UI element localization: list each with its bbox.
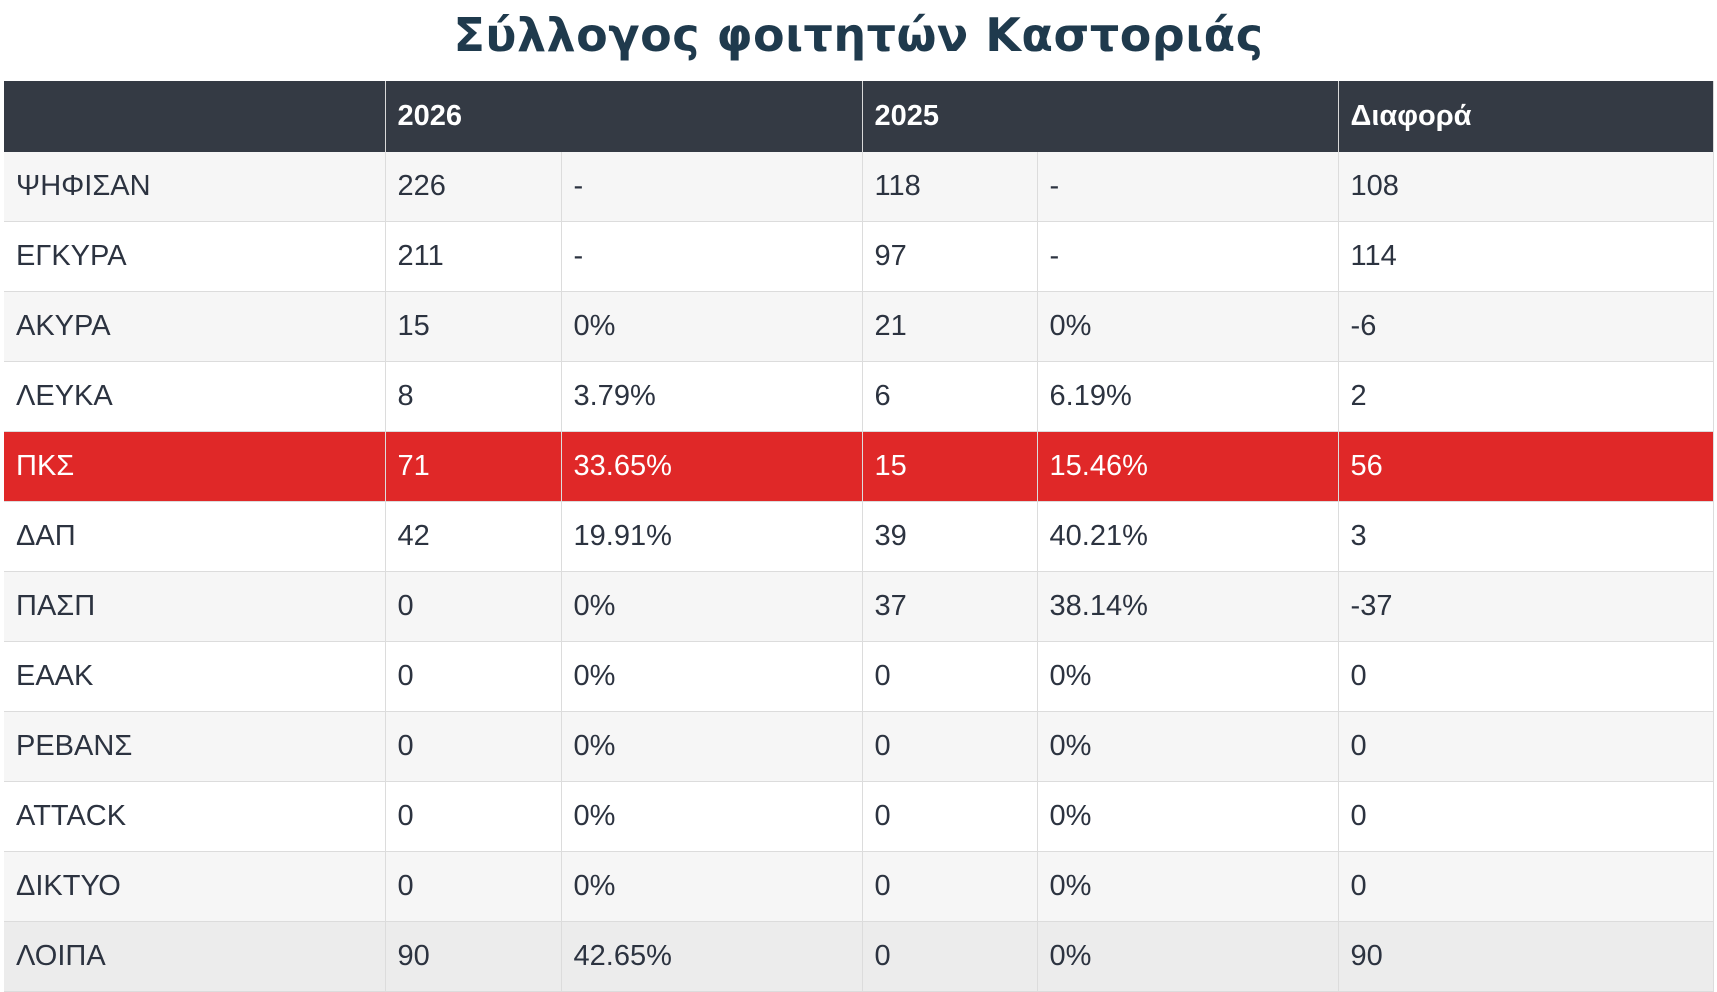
- table-cell: 97: [862, 221, 1038, 292]
- table-cell: -: [561, 152, 863, 222]
- table-cell: 0%: [561, 851, 863, 922]
- row-label: ΡΕΒΑΝΣ: [4, 711, 386, 782]
- table-row: ΕΓΚΥΡΑ 211-97-114: [4, 221, 1714, 292]
- table-cell: 118: [862, 152, 1038, 222]
- table-cell: 21: [862, 291, 1038, 362]
- table-row: ΡΕΒΑΝΣ 0 0% 0 0% 0: [4, 711, 1714, 782]
- table-cell: 0: [862, 711, 1038, 782]
- table-cell: 56: [1338, 431, 1714, 502]
- row-label: ΑΚΥΡΑ: [4, 291, 386, 362]
- table-row: ΔΑΠ 42 19.91% 39 40.21% 3: [4, 501, 1714, 572]
- header-cell: Διαφορά: [1338, 81, 1714, 152]
- row-label: ΛΟΙΠΑ: [4, 921, 386, 992]
- table-cell: 6.19%: [1037, 361, 1339, 432]
- table-cell: 42: [385, 501, 562, 572]
- table-cell: 226: [385, 152, 562, 222]
- table-cell: 0%: [561, 781, 863, 852]
- table-cell: 0%: [561, 711, 863, 782]
- table-cell: 37: [862, 571, 1038, 642]
- table-row: ΠΚΣ 71 33.65% 15 15.46% 56: [4, 431, 1714, 502]
- table-cell: 0: [1338, 711, 1714, 782]
- table-cell: 0: [862, 851, 1038, 922]
- table-cell: 15: [862, 431, 1038, 502]
- table-cell: 0: [862, 781, 1038, 852]
- table-row: ΕΑΑΚ 0 0% 0 0% 0: [4, 641, 1714, 712]
- table-cell: 39: [862, 501, 1038, 572]
- row-label: ΕΑΑΚ: [4, 641, 386, 712]
- table-cell: 0: [385, 781, 562, 852]
- table-cell: 0: [1338, 641, 1714, 712]
- table-cell: 38.14%: [1037, 571, 1339, 642]
- row-label: ΔΑΠ: [4, 501, 386, 572]
- table-cell: 211: [385, 221, 562, 292]
- table-cell: 8: [385, 361, 562, 432]
- table-cell: 71: [385, 431, 562, 502]
- table-cell: 19.91%: [561, 501, 863, 572]
- table-body: ΨΗΦΙΣΑΝ 226-118-108 ΕΓΚΥΡΑ 211-97-114 ΑΚΥΡΑ 1…: [4, 152, 1714, 992]
- row-label: ΠΑΣΠ: [4, 571, 386, 642]
- table-cell: 2: [1338, 361, 1714, 432]
- table-row: ΠΑΣΠ 0 0% 37 38.14% -37: [4, 571, 1714, 642]
- table-row: ΔΙΚΤΥΟ 0 0% 0 0% 0: [4, 851, 1714, 922]
- table-cell: -37: [1338, 571, 1714, 642]
- table-cell: -: [1037, 152, 1339, 222]
- table-row: ΑΚΥΡΑ 15 0% 21 0% -6: [4, 291, 1714, 362]
- table-cell: 3: [1338, 501, 1714, 572]
- table-cell: 0: [385, 641, 562, 712]
- table-cell: 0: [385, 711, 562, 782]
- page-title: Σύλλογος φοιτητών Καστοριάς: [453, 8, 1264, 62]
- table-cell: 0: [385, 851, 562, 922]
- table-cell: 0%: [1037, 641, 1339, 712]
- table-cell: 3.79%: [561, 361, 863, 432]
- table-row: ΛΟΙΠΑ 90 42.65% 0 0% 90: [4, 921, 1714, 992]
- table-cell: 0: [1338, 781, 1714, 852]
- table-cell: -6: [1338, 291, 1714, 362]
- table-cell: 0%: [1037, 921, 1339, 992]
- table-cell: 114: [1338, 221, 1714, 292]
- header-row: 2026 2025 Διαφορά: [4, 81, 1714, 152]
- table-cell: 0: [385, 571, 562, 642]
- table-cell: 108: [1338, 152, 1714, 222]
- table-cell: 0: [862, 921, 1038, 992]
- header-cell: 2026: [385, 81, 863, 152]
- row-label: ΔΙΚΤΥΟ: [4, 851, 386, 922]
- table-cell: 15: [385, 291, 562, 362]
- table-cell: 0%: [561, 571, 863, 642]
- header-cell: 2025: [862, 81, 1339, 152]
- table-cell: 40.21%: [1037, 501, 1339, 572]
- table-cell: 0%: [1037, 851, 1339, 922]
- table-cell: 0%: [1037, 291, 1339, 362]
- table-cell: 0%: [561, 641, 863, 712]
- table-cell: 0%: [1037, 711, 1339, 782]
- table-cell: 33.65%: [561, 431, 863, 502]
- table-cell: -: [561, 221, 863, 292]
- table-row: ΛΕΥΚΑ 8 3.79% 6 6.19% 2: [4, 361, 1714, 432]
- table-cell: 0: [1338, 851, 1714, 922]
- table-row: ATTACK 0 0% 0 0% 0: [4, 781, 1714, 852]
- row-label: ΨΗΦΙΣΑΝ: [4, 152, 386, 222]
- table-cell: 90: [1338, 921, 1714, 992]
- table-cell: 15.46%: [1037, 431, 1339, 502]
- table-cell: 42.65%: [561, 921, 863, 992]
- row-label: ΛΕΥΚΑ: [4, 361, 386, 432]
- table-row: ΨΗΦΙΣΑΝ 226-118-108: [4, 152, 1714, 222]
- table-cell: -: [1037, 221, 1339, 292]
- table-cell: 90: [385, 921, 562, 992]
- row-label: ΕΓΚΥΡΑ: [4, 221, 386, 292]
- table-cell: 0: [862, 641, 1038, 712]
- row-label: ATTACK: [4, 781, 386, 852]
- table-cell: 6: [862, 361, 1038, 432]
- header-cell-empty: [4, 81, 386, 152]
- table-cell: 0%: [1037, 781, 1339, 852]
- table-cell: 0%: [561, 291, 863, 362]
- row-label: ΠΚΣ: [4, 431, 386, 502]
- results-table: 2026 2025 Διαφορά ΨΗΦΙΣΑΝ 226-118-108 ΕΓΚΥ…: [4, 81, 1714, 992]
